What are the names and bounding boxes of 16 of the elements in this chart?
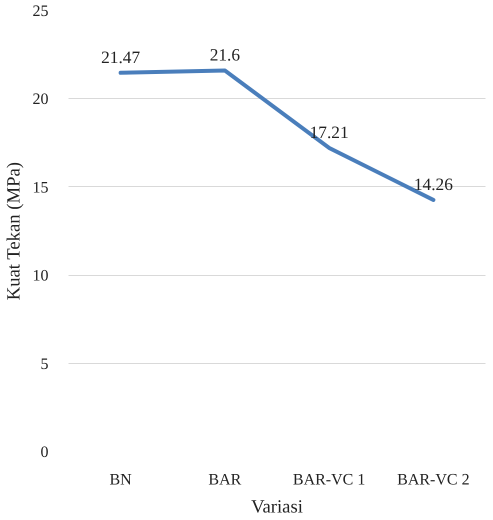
y-tick-label: 10 bbox=[32, 268, 48, 285]
x-tick-label: BAR-VC 2 bbox=[397, 472, 470, 488]
x-tick-label: BAR-VC 1 bbox=[292, 472, 366, 488]
data-label: 21.6 bbox=[210, 45, 240, 64]
y-tick-label: 0 bbox=[40, 444, 48, 461]
data-label: 17.21 bbox=[310, 122, 349, 142]
x-tick-label: BAR bbox=[208, 472, 242, 488]
data-label: 14.26 bbox=[414, 174, 454, 194]
y-tick-label: 15 bbox=[32, 179, 48, 196]
data-label: 21.47 bbox=[101, 48, 140, 67]
y-tick-label: 20 bbox=[32, 91, 48, 108]
x-tick-label: BN bbox=[110, 472, 132, 488]
y-tick-label: 5 bbox=[40, 356, 48, 373]
y-tick-label: 25 bbox=[32, 3, 48, 20]
x-axis-title: Variasi bbox=[251, 496, 303, 518]
y-axis-title: Kuat Tekan (MPa) bbox=[4, 162, 24, 300]
